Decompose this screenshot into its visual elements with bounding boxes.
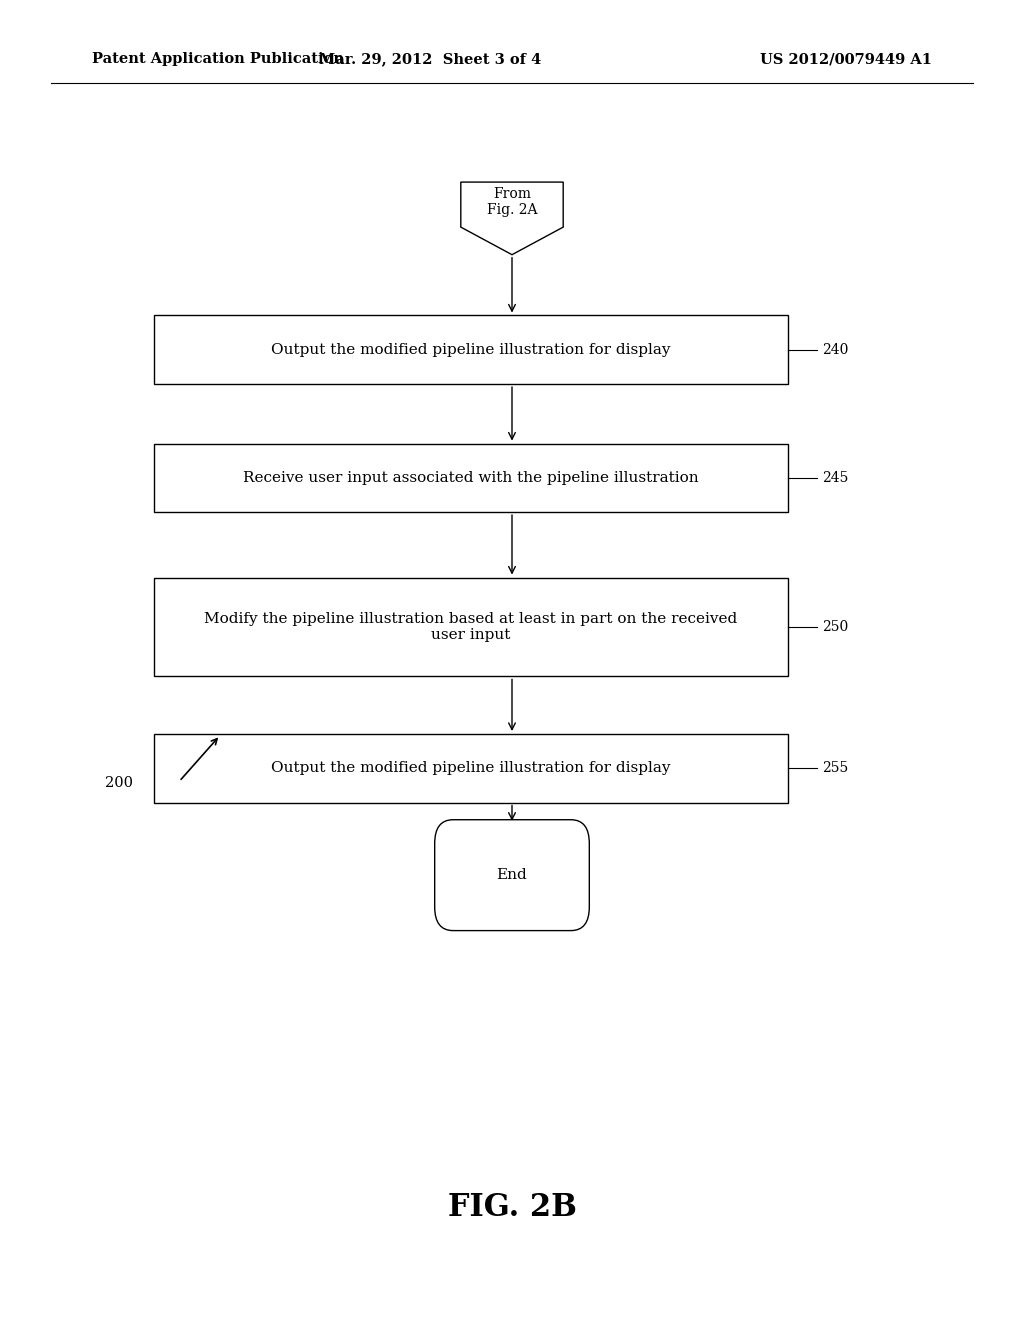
Text: Output the modified pipeline illustration for display: Output the modified pipeline illustratio… <box>271 343 671 356</box>
Text: US 2012/0079449 A1: US 2012/0079449 A1 <box>760 53 932 66</box>
Text: Mar. 29, 2012  Sheet 3 of 4: Mar. 29, 2012 Sheet 3 of 4 <box>318 53 542 66</box>
Text: 245: 245 <box>822 471 849 484</box>
Text: Output the modified pipeline illustration for display: Output the modified pipeline illustratio… <box>271 762 671 775</box>
Text: 255: 255 <box>822 762 849 775</box>
Text: Modify the pipeline illustration based at least in part on the received
user inp: Modify the pipeline illustration based a… <box>205 612 737 642</box>
Text: End: End <box>497 869 527 882</box>
Text: From
Fig. 2A: From Fig. 2A <box>486 187 538 218</box>
Text: Receive user input associated with the pipeline illustration: Receive user input associated with the p… <box>244 471 698 484</box>
Text: 250: 250 <box>822 620 849 634</box>
Text: 200: 200 <box>105 776 133 789</box>
Text: Patent Application Publication: Patent Application Publication <box>92 53 344 66</box>
Text: FIG. 2B: FIG. 2B <box>447 1192 577 1224</box>
Text: 240: 240 <box>822 343 849 356</box>
